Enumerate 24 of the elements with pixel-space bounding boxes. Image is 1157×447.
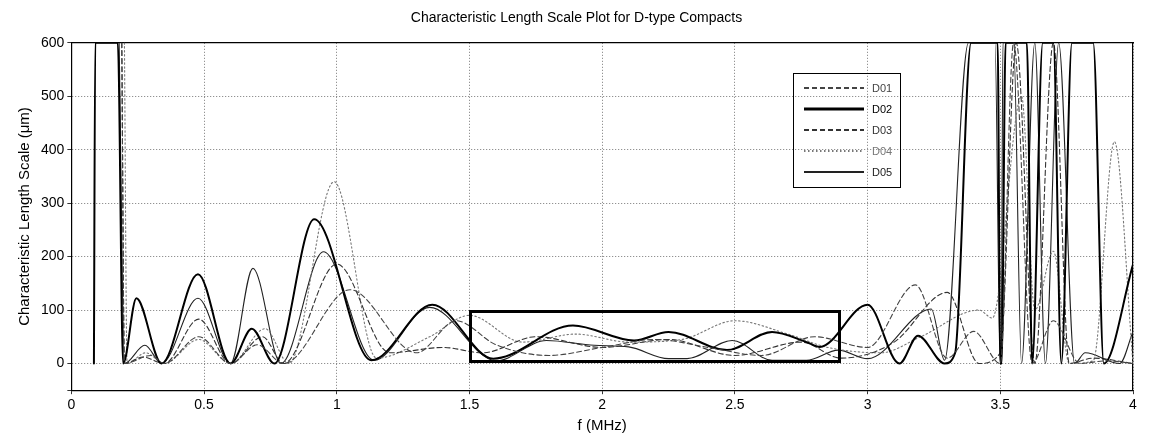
- x-tick-label: 2.5: [725, 396, 745, 413]
- chart-title: Characteristic Length Scale Plot for D-type Compacts: [410, 9, 743, 26]
- y-axis-title: Characteristic Length Scale (μm): [15, 107, 33, 326]
- x-tick-label: 2: [598, 396, 607, 413]
- text: D05: [872, 166, 893, 179]
- x-tick-label: 4: [1129, 396, 1138, 413]
- x-tick-label: 0: [67, 396, 76, 413]
- text: D01: [872, 82, 893, 95]
- y-tick-label: 100: [41, 300, 65, 317]
- x-axis-title: f (MHz): [577, 416, 627, 434]
- text: D02: [872, 103, 893, 116]
- y-tick-label: 500: [41, 87, 65, 104]
- y-tick-label: 0: [56, 354, 65, 371]
- x-tick-label: 1.5: [459, 396, 480, 413]
- x-tick-label: 3: [863, 396, 872, 413]
- text: D03: [872, 124, 893, 137]
- y-tick-label: 300: [41, 194, 65, 210]
- x-tick-label: 3.5: [990, 396, 1011, 413]
- y-tick-label: 600: [41, 33, 65, 50]
- y-tick-label: 400: [41, 140, 65, 157]
- x-tick-label: 1: [332, 396, 341, 413]
- text: D04: [872, 145, 893, 158]
- x-tick-label: 0.5: [194, 396, 215, 413]
- y-tick-label: 200: [41, 247, 65, 264]
